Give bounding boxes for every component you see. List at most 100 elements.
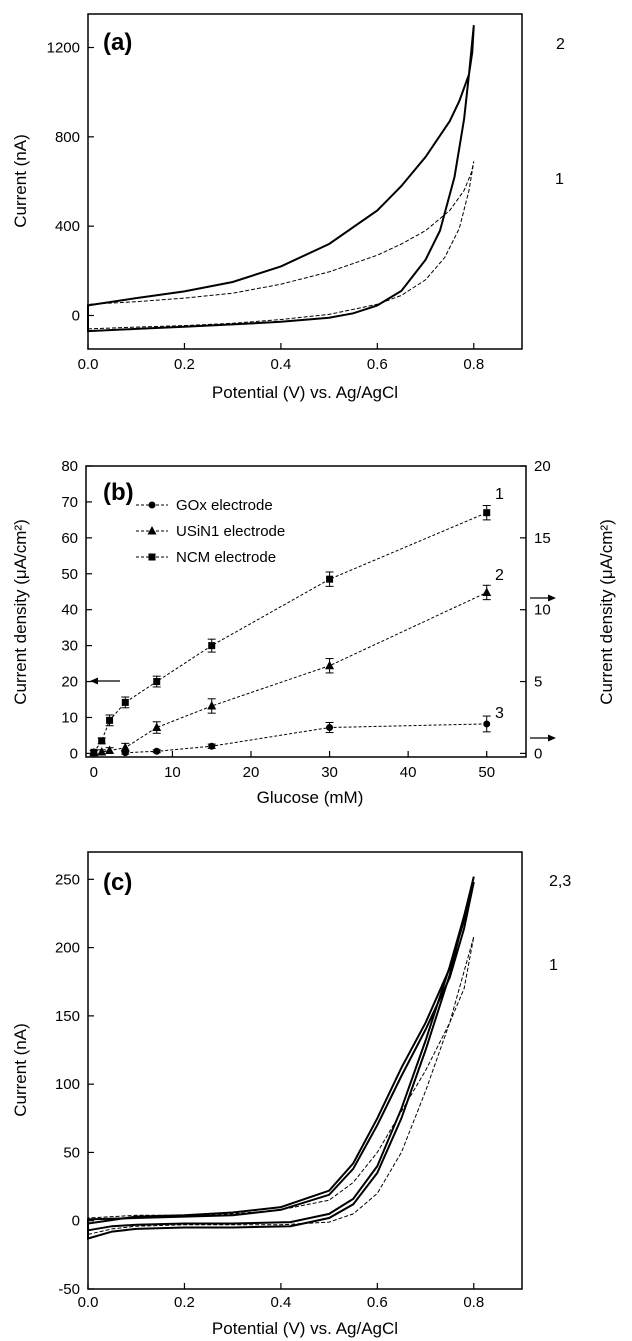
y-tick-label-c: 200 <box>55 940 80 957</box>
plot-frame-c <box>87 851 523 1290</box>
x-tick-label-a: 0.6 <box>367 356 388 373</box>
data-point-square <box>106 716 114 724</box>
ticks-group-b: 0 10 20 30 40 50 0 10 20 30 40 50 60 70 80 0 5 10 15 20 <box>61 458 550 781</box>
cv-curve-c-1 <box>87 936 475 1236</box>
data-point-triangle <box>152 722 162 732</box>
x-axis-title-c: Potential (V) vs. Ag/AgCl <box>212 1319 398 1338</box>
arrow-right-gox <box>530 734 556 742</box>
ticks-group-a: 0.0 0.2 0.4 0.6 0.8 0 400 800 1200 <box>47 40 485 374</box>
series-group-b <box>89 505 492 757</box>
y-tick-label-b-left: 10 <box>61 709 78 726</box>
arrow-right-usin1 <box>530 594 556 602</box>
data-point-square <box>208 642 216 650</box>
x-tick-label-a: 0.2 <box>174 356 195 373</box>
y-tick-label-b-left: 50 <box>61 566 78 583</box>
plot-frame-b <box>85 465 527 758</box>
cv-curve-a-1 <box>87 161 475 330</box>
series-line-circle <box>125 723 487 754</box>
curve-label-a-1: 1 <box>555 171 564 188</box>
series-line-triangle <box>93 592 487 754</box>
legend-marker-gox <box>148 501 156 509</box>
y-tick-label-b-left: 20 <box>61 674 78 691</box>
y-axis-title-c: Current (nA) <box>11 1023 30 1117</box>
y-tick-label-c: 100 <box>55 1076 80 1093</box>
cv-curve-c-3 <box>87 881 475 1232</box>
y-tick-label-a: 800 <box>55 129 80 146</box>
x-tick-label-b: 20 <box>243 764 260 781</box>
y-tick-label-c: 250 <box>55 871 80 888</box>
panel-c: (c) Potential (V) vs. Ag/AgCl Current (n… <box>11 851 571 1338</box>
y-tick-label-b-right: 5 <box>534 674 542 691</box>
y-tick-label-b-right: 20 <box>534 458 551 475</box>
curve-label-b-1: 1 <box>495 486 504 503</box>
axis-arrows-b <box>90 594 556 742</box>
ticks-group-c: 0.0 0.2 0.4 0.6 0.8 -50 0 50 100 150 200 250 <box>55 871 484 1311</box>
x-tick-label-b: 0 <box>90 764 98 781</box>
curve-label-b-2: 2 <box>495 567 504 584</box>
y-tick-label-b-left: 60 <box>61 530 78 547</box>
x-tick-label-b: 50 <box>478 764 495 781</box>
y-axis-title-b-left: Current density (μA/cm²) <box>11 519 30 705</box>
data-point-square <box>326 575 334 583</box>
y-tick-label-c: 50 <box>63 1144 80 1161</box>
data-point-circle <box>483 720 491 728</box>
arrow-right-usin1-head <box>548 594 556 602</box>
y-tick-label-a: 0 <box>72 308 80 325</box>
legend-b: GOx electrode USiN1 electrode NCM electr… <box>136 497 285 566</box>
legend-label-ncm: NCM electrode <box>176 549 276 566</box>
data-point-circle <box>121 749 129 757</box>
y-tick-label-b-left: 30 <box>61 638 78 655</box>
x-axis-title-a: Potential (V) vs. Ag/AgCl <box>212 383 398 402</box>
data-point-circle <box>326 724 334 732</box>
cv-curve-c-2 <box>87 876 475 1240</box>
cv-curve-a-2 <box>87 25 475 333</box>
curve-label-c-1: 1 <box>549 957 558 974</box>
x-tick-label-b: 30 <box>321 764 338 781</box>
legend-entry-usin1: USiN1 electrode <box>136 523 285 540</box>
data-point-triangle <box>105 745 115 755</box>
y-tick-label-b-right: 15 <box>534 530 551 547</box>
x-tick-label-c: 0.6 <box>367 1294 388 1311</box>
curve-label-b-3: 3 <box>495 705 504 722</box>
legend-label-gox: GOx electrode <box>176 497 273 514</box>
x-tick-label-c: 0.0 <box>78 1294 99 1311</box>
panel-b: (b) Glucose (mM) Current density (μA/cm²… <box>11 458 616 807</box>
legend-marker-ncm <box>148 553 156 561</box>
x-axis-title-b: Glucose (mM) <box>257 788 364 807</box>
y-axis-title-a: Current (nA) <box>11 134 30 228</box>
arrow-left-ncm-head <box>90 677 98 685</box>
y-tick-label-b-right: 10 <box>534 602 551 619</box>
data-point-triangle <box>207 700 217 710</box>
panel-label-a: (a) <box>103 29 132 56</box>
series-group-c <box>87 876 475 1240</box>
y-tick-label-b-left: 0 <box>70 745 78 762</box>
panel-a: (a) Potential (V) vs. Ag/AgCl Current (n… <box>11 13 565 402</box>
x-tick-label-a: 0.0 <box>78 356 99 373</box>
data-point-square <box>153 678 161 686</box>
data-point-triangle <box>97 746 107 756</box>
data-point-square <box>98 737 106 745</box>
y-tick-label-b-left: 40 <box>61 602 78 619</box>
arrow-left-ncm <box>90 677 120 685</box>
y-tick-label-b-right: 0 <box>534 745 542 762</box>
panel-label-b: (b) <box>103 479 134 506</box>
data-point-circle <box>208 742 216 750</box>
legend-label-usin1: USiN1 electrode <box>176 523 285 540</box>
series-group-a <box>87 25 475 333</box>
legend-entry-gox: GOx electrode <box>136 497 273 514</box>
data-point-square <box>483 509 491 517</box>
data-point-triangle <box>325 660 335 670</box>
arrow-right-gox-head <box>548 734 556 742</box>
series-line-square <box>93 512 487 753</box>
x-tick-label-a: 0.8 <box>463 356 484 373</box>
x-tick-label-b: 40 <box>400 764 417 781</box>
x-tick-label-c: 0.2 <box>174 1294 195 1311</box>
y-axis-title-b-right: Current density (μA/cm²) <box>597 519 616 705</box>
x-tick-label-c: 0.8 <box>463 1294 484 1311</box>
y-tick-label-b-left: 80 <box>61 458 78 475</box>
data-point-circle <box>153 747 161 755</box>
data-point-triangle <box>120 742 130 752</box>
x-tick-label-c: 0.4 <box>270 1294 291 1311</box>
curve-label-c-23: 2,3 <box>549 873 571 890</box>
